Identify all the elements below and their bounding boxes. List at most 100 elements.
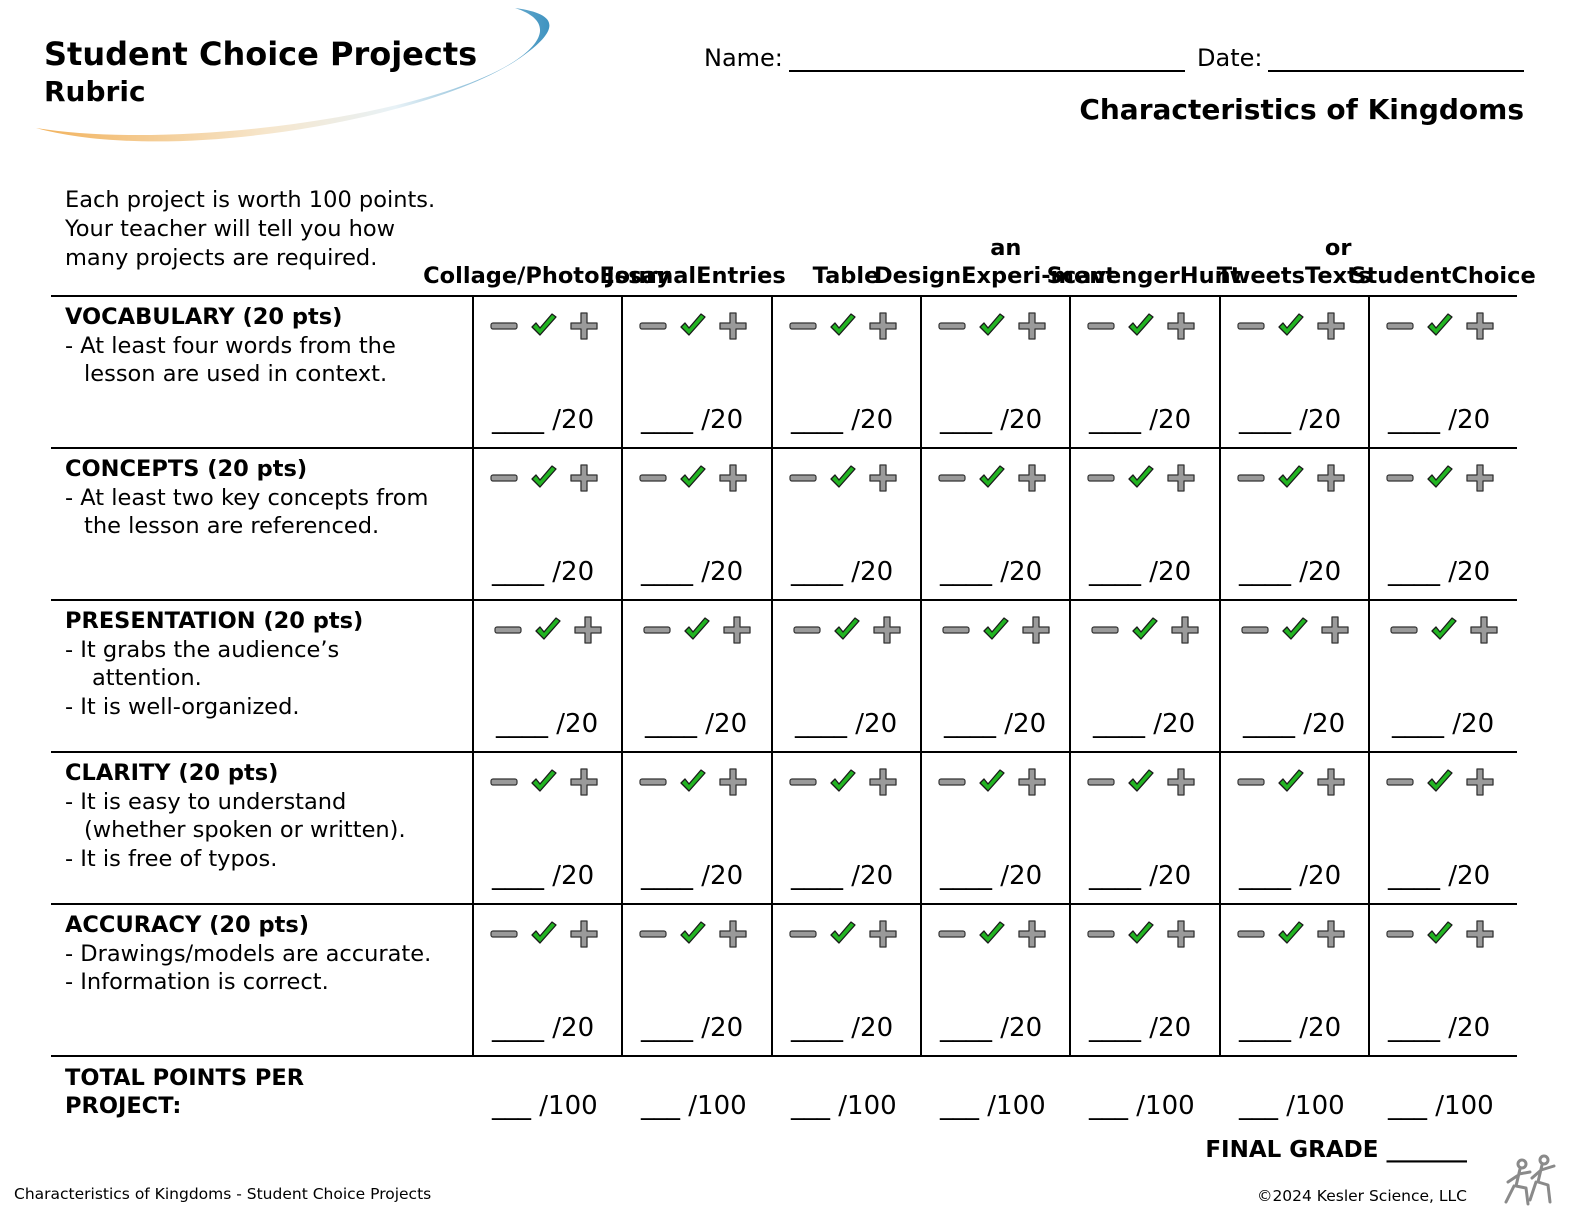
checkmark-icon[interactable]	[1426, 769, 1454, 795]
minus-icon[interactable]	[1091, 624, 1119, 636]
plus-icon[interactable]	[869, 312, 897, 340]
minus-icon[interactable]	[1237, 472, 1265, 484]
checkmark-icon[interactable]	[530, 465, 558, 491]
score-blank[interactable]: ____ /20	[1388, 557, 1491, 587]
minus-icon[interactable]	[490, 472, 518, 484]
score-blank[interactable]: ____ /20	[492, 405, 595, 435]
total-blank[interactable]: ___ /100	[641, 1091, 747, 1121]
total-blank[interactable]: ___ /100	[1388, 1091, 1494, 1121]
minus-icon[interactable]	[793, 624, 821, 636]
checkmark-icon[interactable]	[978, 465, 1006, 491]
minus-icon[interactable]	[938, 472, 966, 484]
plus-icon[interactable]	[869, 768, 897, 796]
plus-icon[interactable]	[570, 312, 598, 340]
checkmark-icon[interactable]	[1426, 313, 1454, 339]
checkmark-icon[interactable]	[829, 769, 857, 795]
score-blank[interactable]: ____ /20	[940, 861, 1043, 891]
plus-icon[interactable]	[1466, 312, 1494, 340]
score-blank[interactable]: ____ /20	[1388, 405, 1491, 435]
minus-icon[interactable]	[1386, 776, 1414, 788]
score-blank[interactable]: ____ /20	[641, 1013, 744, 1043]
checkmark-icon[interactable]	[679, 313, 707, 339]
plus-icon[interactable]	[1470, 616, 1498, 644]
checkmark-icon[interactable]	[982, 617, 1010, 643]
checkmark-icon[interactable]	[1277, 313, 1305, 339]
plus-icon[interactable]	[1167, 464, 1195, 492]
score-blank[interactable]: ____ /20	[1093, 709, 1196, 739]
score-blank[interactable]: ____ /20	[791, 1013, 894, 1043]
checkmark-icon[interactable]	[679, 465, 707, 491]
score-blank[interactable]: ____ /20	[1239, 1013, 1342, 1043]
minus-icon[interactable]	[942, 624, 970, 636]
checkmark-icon[interactable]	[829, 465, 857, 491]
total-blank[interactable]: ___ /100	[791, 1091, 897, 1121]
plus-icon[interactable]	[1466, 920, 1494, 948]
checkmark-icon[interactable]	[978, 921, 1006, 947]
checkmark-icon[interactable]	[1127, 313, 1155, 339]
score-blank[interactable]: ____ /20	[940, 405, 1043, 435]
score-blank[interactable]: ____ /20	[496, 709, 599, 739]
minus-icon[interactable]	[639, 776, 667, 788]
plus-icon[interactable]	[869, 920, 897, 948]
checkmark-icon[interactable]	[978, 313, 1006, 339]
score-blank[interactable]: ____ /20	[492, 557, 595, 587]
plus-icon[interactable]	[719, 768, 747, 796]
score-blank[interactable]: ____ /20	[1239, 557, 1342, 587]
score-blank[interactable]: ____ /20	[641, 405, 744, 435]
checkmark-icon[interactable]	[978, 769, 1006, 795]
score-blank[interactable]: ____ /20	[791, 861, 894, 891]
minus-icon[interactable]	[1386, 472, 1414, 484]
score-blank[interactable]: ____ /20	[1388, 1013, 1491, 1043]
checkmark-icon[interactable]	[829, 921, 857, 947]
minus-icon[interactable]	[490, 928, 518, 940]
total-blank[interactable]: ___ /100	[1239, 1091, 1345, 1121]
minus-icon[interactable]	[1237, 320, 1265, 332]
minus-icon[interactable]	[1087, 320, 1115, 332]
plus-icon[interactable]	[1167, 312, 1195, 340]
score-blank[interactable]: ____ /20	[1239, 405, 1342, 435]
date-field[interactable]: Date:	[1197, 44, 1525, 72]
checkmark-icon[interactable]	[530, 921, 558, 947]
minus-icon[interactable]	[494, 624, 522, 636]
score-blank[interactable]: ____ /20	[641, 861, 744, 891]
minus-icon[interactable]	[1237, 928, 1265, 940]
checkmark-icon[interactable]	[1277, 465, 1305, 491]
total-blank[interactable]: ___ /100	[940, 1091, 1046, 1121]
score-blank[interactable]: ____ /20	[791, 557, 894, 587]
minus-icon[interactable]	[1237, 776, 1265, 788]
plus-icon[interactable]	[1167, 920, 1195, 948]
checkmark-icon[interactable]	[1127, 465, 1155, 491]
plus-icon[interactable]	[574, 616, 602, 644]
score-blank[interactable]: ____ /20	[791, 405, 894, 435]
plus-icon[interactable]	[719, 312, 747, 340]
plus-icon[interactable]	[1466, 464, 1494, 492]
plus-icon[interactable]	[1018, 768, 1046, 796]
minus-icon[interactable]	[1241, 624, 1269, 636]
minus-icon[interactable]	[639, 928, 667, 940]
minus-icon[interactable]	[639, 472, 667, 484]
checkmark-icon[interactable]	[683, 617, 711, 643]
minus-icon[interactable]	[789, 928, 817, 940]
checkmark-icon[interactable]	[534, 617, 562, 643]
plus-icon[interactable]	[869, 464, 897, 492]
minus-icon[interactable]	[938, 320, 966, 332]
minus-icon[interactable]	[490, 776, 518, 788]
plus-icon[interactable]	[719, 464, 747, 492]
checkmark-icon[interactable]	[1281, 617, 1309, 643]
name-field[interactable]: Name:	[704, 44, 1185, 72]
score-blank[interactable]: ____ /20	[1239, 861, 1342, 891]
checkmark-icon[interactable]	[1277, 769, 1305, 795]
plus-icon[interactable]	[1317, 464, 1345, 492]
minus-icon[interactable]	[1087, 776, 1115, 788]
checkmark-icon[interactable]	[679, 921, 707, 947]
minus-icon[interactable]	[1390, 624, 1418, 636]
plus-icon[interactable]	[1317, 312, 1345, 340]
checkmark-icon[interactable]	[530, 313, 558, 339]
minus-icon[interactable]	[643, 624, 671, 636]
plus-icon[interactable]	[719, 920, 747, 948]
minus-icon[interactable]	[789, 320, 817, 332]
plus-icon[interactable]	[1018, 920, 1046, 948]
plus-icon[interactable]	[1167, 768, 1195, 796]
score-blank[interactable]: ____ /20	[1392, 709, 1495, 739]
score-blank[interactable]: ____ /20	[1089, 861, 1192, 891]
